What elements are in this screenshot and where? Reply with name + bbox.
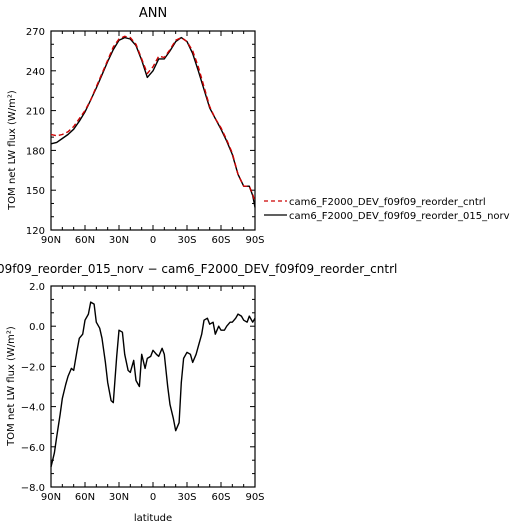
bottom-series [50, 301, 256, 468]
y-tick-label: −2.0 [21, 362, 45, 373]
x-tick-label: 60N [75, 492, 95, 503]
legend-label-norv: cam6_F2000_DEV_f09f09_reorder_015_norv [289, 211, 510, 222]
series-line-0-0 [50, 36, 256, 208]
x-tick-label: 30S [177, 492, 196, 503]
top-chart-title: ANN [139, 6, 167, 21]
x-tick-label: 30N [109, 235, 129, 246]
y-tick-label: 270 [26, 27, 45, 38]
top-chart: ANN TOM net LW flux (W/m²) 90N 60N 30N 0 30S… [7, 6, 265, 246]
y-tick-label: 210 [26, 107, 45, 118]
bottom-chart-title: 09f09_reorder_015_norv − cam6_F2000_DEV_… [0, 262, 397, 276]
x-tick-label: 0 [150, 492, 156, 503]
y-tick-label: 120 [26, 226, 45, 237]
y-tick-label: 240 [26, 67, 45, 78]
y-tick-label: −4.0 [21, 403, 45, 414]
series-line-0-1 [50, 35, 256, 203]
series-line-1-0 [50, 301, 256, 468]
x-tick-label: 60N [75, 235, 95, 246]
y-tick-label: −8.0 [21, 483, 45, 494]
x-tick-label: 90N [41, 492, 61, 503]
top-ticks: 90N 60N 30N 0 30S 60S 90S 120 150 180 210 240 270 [26, 27, 265, 246]
x-tick-label: 90S [245, 235, 264, 246]
bottom-chart-xlabel: latitude [134, 513, 172, 524]
bottom-ticks: 90N 60N 30N 0 30S 60S 90S −8.0 −6.0 −4.0 −2.0 0.0 2.… [21, 282, 265, 503]
y-tick-label: 180 [26, 146, 45, 157]
top-chart-ylabel: TOM net LW flux (W/m²) [7, 90, 18, 211]
x-tick-label: 0 [150, 235, 156, 246]
x-tick-label: 30S [177, 235, 196, 246]
x-tick-label: 90N [41, 235, 61, 246]
bottom-chart-ylabel: TOM net LW flux (W/m²) [6, 326, 17, 447]
y-tick-label: −6.0 [21, 443, 45, 454]
y-tick-label: 0.0 [29, 322, 45, 333]
x-tick-label: 90S [245, 492, 264, 503]
x-tick-label: 60S [211, 492, 230, 503]
x-tick-label: 30N [109, 492, 129, 503]
bottom-plot-frame [50, 285, 256, 488]
x-tick-label: 60S [211, 235, 230, 246]
y-tick-label: 2.0 [29, 282, 45, 293]
bottom-chart: 09f09_reorder_015_norv − cam6_F2000_DEV_… [0, 262, 397, 524]
top-series [50, 35, 256, 208]
legend: cam6_F2000_DEV_f09f09_reorder_cntrl cam6… [264, 197, 510, 222]
y-tick-label: 150 [26, 186, 45, 197]
legend-label-cntrl: cam6_F2000_DEV_f09f09_reorder_cntrl [289, 197, 486, 208]
top-plot-frame [50, 30, 256, 231]
